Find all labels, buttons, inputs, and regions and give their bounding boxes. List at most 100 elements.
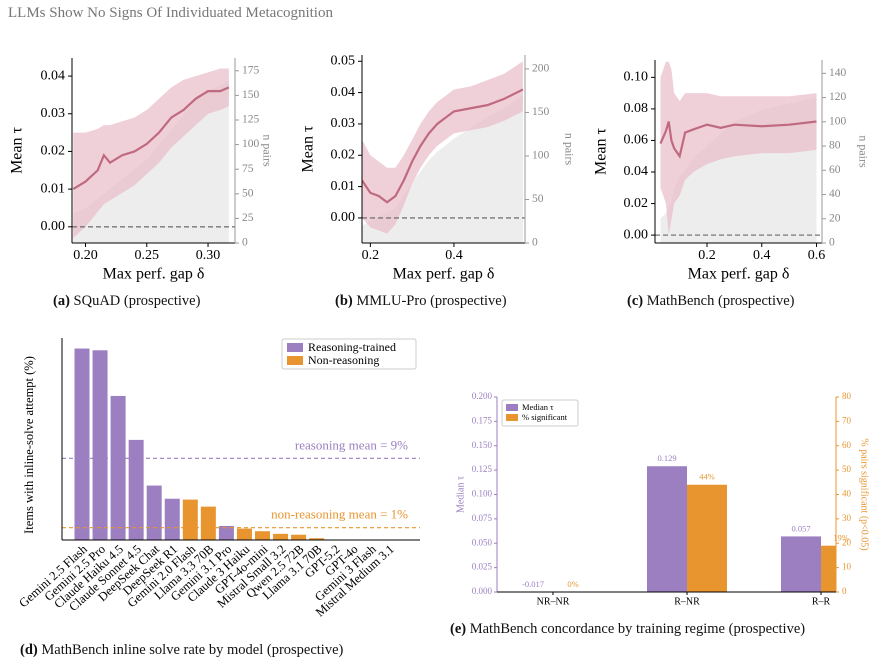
y2-axis-label: n pairs <box>260 134 274 167</box>
y-tick-label: 0.00 <box>624 227 649 242</box>
y-tick-label: 0.02 <box>331 147 356 162</box>
plot-area <box>362 61 525 243</box>
bar <box>291 534 307 540</box>
y-tick-label: 0.04 <box>624 164 649 179</box>
value-label: 0.129 <box>657 453 676 463</box>
y2-tick-label: 0 <box>842 586 847 596</box>
confidence-band <box>660 61 817 236</box>
y2-tick-label: 60 <box>829 164 841 176</box>
y-tick-label: 0.05 <box>331 53 356 68</box>
y-tick-label: 0.150 <box>472 440 493 450</box>
y2-tick-label: 20 <box>842 537 852 547</box>
y-axis-label: Items with inline-solve attempt (%) <box>22 356 36 534</box>
value-label: -0.017 <box>522 579 544 589</box>
y2-tick-label: 30 <box>842 513 852 523</box>
y2-tick-label: 0 <box>242 237 248 249</box>
bar <box>781 536 821 592</box>
caption: (e) MathBench concordance by training re… <box>450 620 872 639</box>
caption-label: (a) <box>53 293 70 309</box>
y-tick-label: 0.03 <box>41 106 66 121</box>
x-tick-label: 0.30 <box>196 248 221 263</box>
caption-label: (d) <box>20 642 38 658</box>
y-tick-label: 0.04 <box>331 85 356 100</box>
y-axis-label: Mean τ <box>593 128 610 175</box>
y2-tick-label: 40 <box>842 489 852 499</box>
bar <box>128 439 144 540</box>
plot-area <box>647 466 836 592</box>
mean-line <box>362 88 524 204</box>
y2-tick-label: 100 <box>829 115 847 127</box>
y-tick-label: 0.03 <box>331 116 356 131</box>
y-tick-label: 0.02 <box>624 196 649 211</box>
legend-swatch <box>506 404 518 411</box>
y-tick-label: 0.01 <box>331 179 356 194</box>
bar <box>255 531 270 540</box>
bar <box>687 484 727 592</box>
y2-tick-label: 200 <box>532 63 550 75</box>
y2-tick-label: 125 <box>242 114 260 126</box>
y2-tick-label: 75 <box>242 163 254 175</box>
x-tick-label: 0.4 <box>753 248 771 263</box>
y-tick-label: 0.06 <box>624 133 649 148</box>
y2-axis-label: n pairs <box>562 133 576 166</box>
y-tick-label: 0.02 <box>41 144 66 159</box>
x-tick-label: 0.4 <box>445 248 463 263</box>
caption: (c) MathBench (prospective) <box>627 292 795 311</box>
x-tick-label: R–NR <box>674 596 700 607</box>
y-tick-label: 0.100 <box>472 489 493 499</box>
y-tick-label: 0.00 <box>41 219 66 234</box>
caption-text: SQuAD (prospective) <box>73 293 201 309</box>
confidence-band <box>73 68 229 239</box>
legend-label: % significant <box>522 412 568 422</box>
bar <box>92 350 108 540</box>
page-title: LLMs Show No Signs Of Individuated Metac… <box>8 5 333 21</box>
caption: (b) MMLU-Pro (prospective) <box>335 292 507 311</box>
bar <box>236 528 252 540</box>
caption-text: MathBench concordance by training regime… <box>469 621 806 637</box>
bar <box>273 533 289 540</box>
x-tick-label: R–R <box>812 596 831 607</box>
y2-tick-label: 140 <box>829 67 847 79</box>
mean-label: non-reasoning mean = 1% <box>271 507 408 522</box>
caption: (a) SQuAD (prospective) <box>53 292 200 311</box>
y-tick-label: 0.00 <box>331 210 356 225</box>
y2-axis-label: % pairs significant (p<0.05) <box>859 438 870 550</box>
y2-tick-label: 100 <box>242 138 260 150</box>
y2-tick-label: 150 <box>532 106 550 118</box>
plot-area <box>655 61 822 243</box>
y2-tick-label: 50 <box>532 193 544 205</box>
bar <box>110 395 126 540</box>
caption-label: (b) <box>335 293 353 309</box>
legend-swatch <box>287 356 303 365</box>
y-tick-label: 0.000 <box>472 586 493 596</box>
y-tick-label: 0.025 <box>472 562 493 572</box>
value-label: 44% <box>699 472 715 482</box>
mean-line <box>72 86 230 191</box>
caption-text: MathBench inline solve rate by model (pr… <box>41 642 344 658</box>
y-tick-label: 0.10 <box>624 70 649 85</box>
caption: (d) MathBench inline solve rate by model… <box>20 641 343 660</box>
y-tick-label: 0.075 <box>472 513 493 523</box>
y2-tick-label: 40 <box>829 188 841 200</box>
bar <box>182 499 198 540</box>
y-tick-label: 0.200 <box>472 391 493 401</box>
y2-tick-label: 80 <box>842 391 852 401</box>
bar <box>74 348 90 540</box>
x-axis-label: Max perf. gap δ <box>393 266 495 283</box>
plot-area <box>72 68 235 243</box>
caption-label: (e) <box>450 621 467 637</box>
mean-line <box>659 120 817 159</box>
caption-text: MathBench (prospective) <box>646 293 795 309</box>
value-label: 0% <box>567 579 578 589</box>
x-tick-label: 0.20 <box>73 248 98 263</box>
y2-tick-label: 150 <box>242 89 260 101</box>
bar <box>200 506 216 540</box>
y2-tick-label: 80 <box>829 140 841 152</box>
y-tick-label: 0.175 <box>472 415 493 425</box>
y2-tick-label: 70 <box>842 415 852 425</box>
confidence-band <box>362 61 523 234</box>
y2-tick-label: 60 <box>842 440 852 450</box>
y2-tick-label: 25 <box>242 212 254 224</box>
